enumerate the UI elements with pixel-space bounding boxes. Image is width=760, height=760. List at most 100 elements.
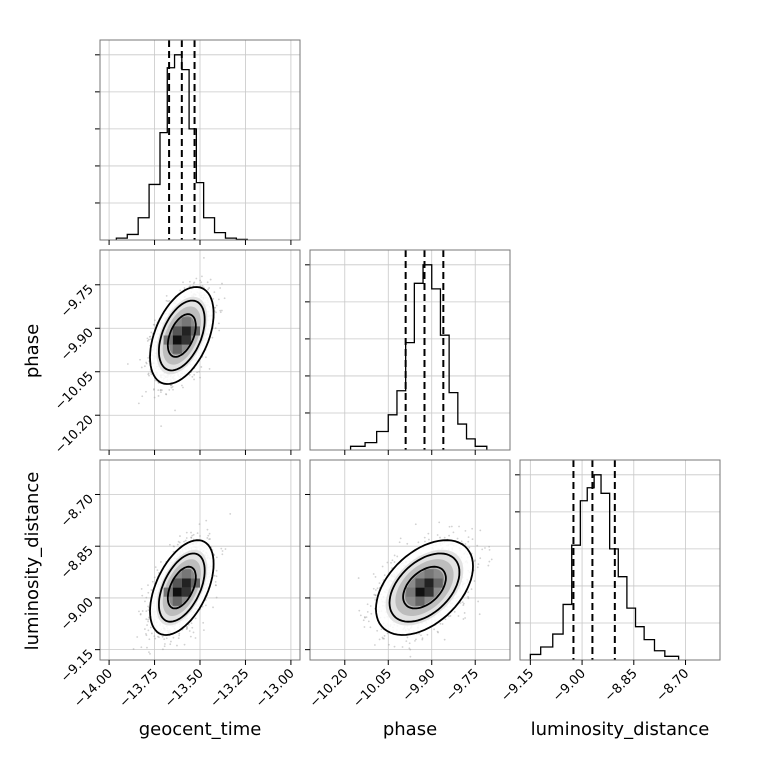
sample-point [154,379,157,382]
sample-point [229,513,232,515]
sample-point [165,299,168,302]
sample-point [159,389,162,392]
grid [100,40,300,240]
sample-point [436,630,439,633]
sample-point [188,285,191,288]
sample-point [213,291,216,294]
sample-point [168,300,171,302]
sample-point [140,588,143,590]
sample-point [213,574,216,577]
sample-point [164,643,166,645]
sample-point [141,594,144,597]
density-layer [132,513,232,655]
sample-point [153,396,156,399]
sample-point [146,340,149,342]
sample-point [148,651,150,654]
density-contour [149,539,215,636]
sample-point [143,365,146,368]
sample-point [212,606,214,609]
sample-point [188,373,191,376]
sample-point [147,605,150,608]
sample-point [170,386,173,389]
sample-point [154,637,157,640]
sample-point [150,632,153,635]
sample-point [172,550,175,553]
sample-point [215,556,218,559]
sample-point [183,287,186,289]
sample-point [214,580,217,583]
sample-point [192,533,195,536]
sample-point [153,388,155,391]
sample-point [145,361,148,364]
sample-point [223,297,226,300]
sample-point [212,297,215,300]
sample-point [202,629,205,632]
sample-point [146,337,149,340]
sample-point [201,275,203,278]
sample-point [464,543,467,545]
sample-point [200,366,203,368]
sample-point [160,389,163,391]
histogram-panel-geocent-time [95,39,301,245]
density-cell [172,596,182,606]
sample-point [139,613,142,616]
sample-point [193,373,196,376]
sample-point [215,569,218,572]
sample-point [462,604,465,607]
sample-point [147,591,150,594]
sample-point [169,543,171,546]
sample-point [170,384,172,387]
sample-point [359,614,362,617]
sample-point [221,553,224,556]
sample-point [443,536,446,539]
sample-point [147,356,150,359]
sample-point [147,584,149,587]
sample-point [140,366,143,369]
sample-point [158,636,160,639]
sample-point [185,628,188,630]
sample-point [178,634,181,637]
sample-point [153,319,156,322]
sample-point [161,635,164,638]
sample-point [208,287,211,289]
sample-point [196,371,198,374]
density-contour [166,565,197,610]
density-contour [166,313,197,358]
sample-point [207,534,210,537]
sample-point [467,540,470,543]
sample-point [145,596,148,599]
sample-point [464,617,467,619]
sample-point [199,376,201,379]
histogram-step-line [529,474,680,660]
sample-point [191,375,194,378]
sample-point [188,280,191,283]
sample-point [176,644,178,647]
sample-point [181,384,183,387]
sample-point [473,560,476,563]
sample-point [172,636,175,639]
sample-point [154,566,157,569]
sample-point [441,623,444,625]
sample-point [156,569,159,572]
grid [100,250,300,450]
sample-point [201,285,204,287]
panel-frame [519,459,721,661]
sample-point [152,323,155,326]
sample-point [209,278,212,281]
density-cell [181,317,191,327]
sample-point [207,288,209,291]
sample-point [438,521,441,524]
sample-point [145,362,148,365]
sample-point [171,385,174,388]
sample-point [165,393,168,396]
sample-point [215,584,217,587]
density-cell [172,578,182,588]
sample-point [219,309,222,312]
sample-point [148,374,150,377]
sample-point [209,538,211,540]
sample-point [194,637,197,639]
density-cell [181,335,191,345]
sample-point [183,540,185,543]
sample-point [186,627,189,630]
